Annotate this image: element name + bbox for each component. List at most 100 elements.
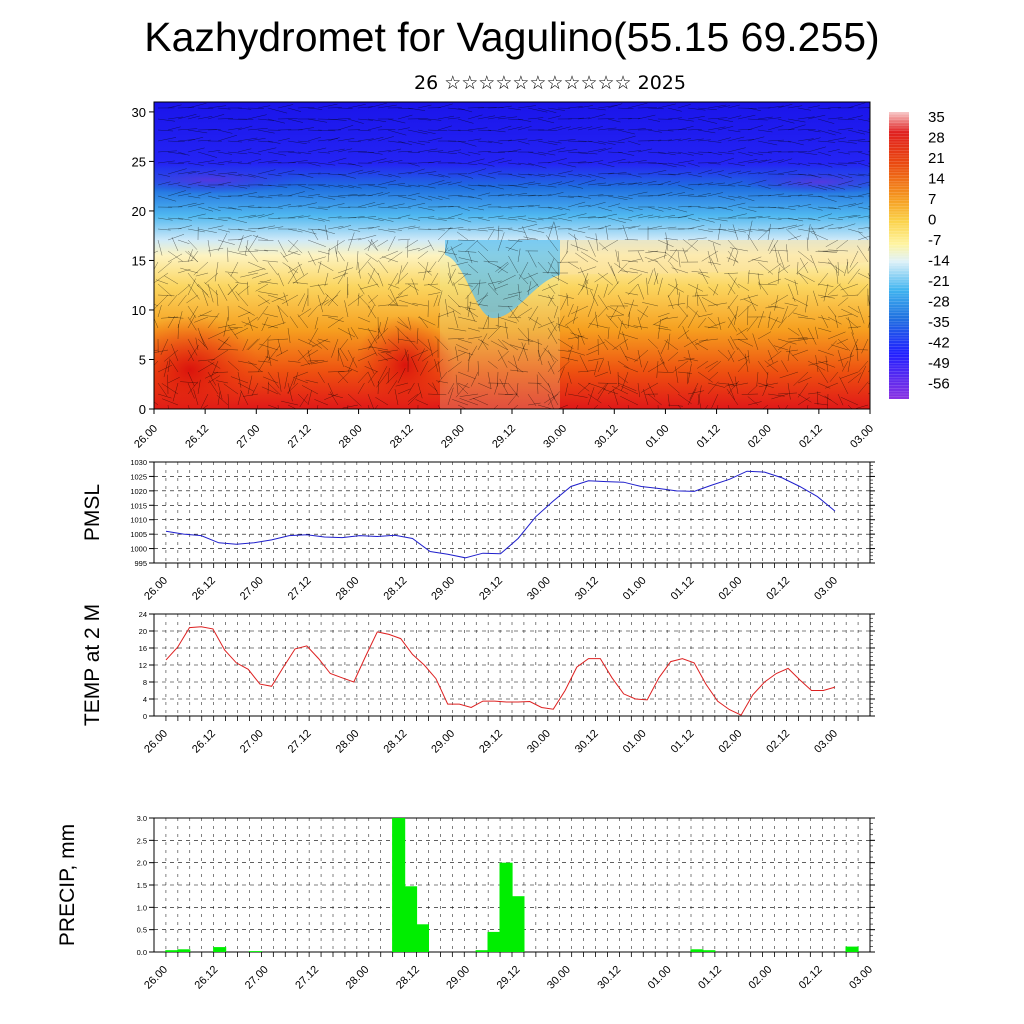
wind-barb <box>557 361 570 373</box>
wind-barb <box>177 284 191 296</box>
wind-barb <box>447 243 463 252</box>
colorbar-label: -14 <box>928 253 950 270</box>
wind-barb <box>577 279 589 296</box>
wind-barb <box>543 347 559 362</box>
wind-barb <box>387 367 390 384</box>
wind-barb <box>687 151 704 155</box>
wind-barb <box>727 338 734 350</box>
wind-barb <box>357 129 371 132</box>
wind-barb <box>767 349 774 364</box>
wind-barb <box>751 259 769 263</box>
wind-barb <box>622 224 629 241</box>
wind-barb <box>828 249 849 252</box>
wind-barb <box>570 332 589 340</box>
wind-barb <box>427 150 444 153</box>
wind-barb <box>547 158 567 164</box>
temp-y-tick-label: 12 <box>139 661 147 670</box>
wind-barb <box>712 242 719 263</box>
wind-barb <box>357 261 361 279</box>
wind-barb <box>597 224 612 230</box>
wind-barb <box>227 305 229 321</box>
wind-barb <box>457 195 475 198</box>
wind-barb <box>167 168 187 175</box>
wind-barb <box>157 150 177 153</box>
wind-barb <box>825 382 839 389</box>
wind-barb <box>187 202 205 208</box>
wind-barb <box>505 246 519 252</box>
wind-barb <box>527 316 542 326</box>
wind-barb <box>727 294 739 310</box>
wind-barb <box>657 139 672 142</box>
wind-barb <box>367 136 384 142</box>
wind-barb <box>707 321 726 329</box>
wind-barb <box>167 104 182 109</box>
cross-section-x-tick-label: 28.00 <box>337 423 365 451</box>
wind-barb <box>457 283 473 287</box>
wind-barb <box>305 379 319 384</box>
wind-barb <box>507 162 521 165</box>
wind-barb <box>597 140 616 145</box>
wind-barb <box>187 195 201 199</box>
wind-barb <box>307 217 325 222</box>
wind-barb <box>287 382 293 402</box>
wind-barb <box>357 352 377 362</box>
wind-barb <box>527 182 541 186</box>
wind-barb <box>317 103 338 109</box>
wind-barb <box>667 393 670 407</box>
wind-barb <box>537 261 549 274</box>
wind-barb <box>807 327 817 345</box>
wind-barb <box>647 250 666 253</box>
wind-barb <box>401 261 409 273</box>
wind-barb <box>187 239 198 250</box>
cross-section-y-tick-label: 10 <box>132 303 146 318</box>
wind-barb <box>197 359 215 362</box>
wind-barb <box>557 126 571 131</box>
wind-barb <box>447 129 461 132</box>
wind-barb <box>316 339 329 351</box>
wind-barb <box>757 311 765 329</box>
wind-barb <box>230 261 239 277</box>
wind-barb <box>757 227 771 241</box>
wind-barb <box>207 225 224 230</box>
wind-barb <box>857 215 870 219</box>
wind-barb <box>597 306 608 318</box>
wind-barb <box>287 263 303 274</box>
wind-barb <box>262 376 279 384</box>
wind-barb <box>223 383 239 395</box>
wind-barb <box>777 404 781 409</box>
wind-barb <box>792 349 809 356</box>
wind-barb <box>686 294 689 309</box>
precip-bar <box>415 924 429 952</box>
wind-barb <box>436 380 449 384</box>
wind-barb <box>367 102 387 109</box>
wind-barb <box>497 139 512 142</box>
temp-x-tick-label: 27.12 <box>286 728 314 756</box>
pmsl-x-tick-label: 28.00 <box>334 575 362 603</box>
wind-barb <box>357 234 377 241</box>
wind-barb <box>477 173 496 179</box>
wind-barb <box>725 382 739 387</box>
temp-x-tick-label: 26.00 <box>142 728 170 756</box>
wind-barb <box>687 390 705 395</box>
wind-barb <box>617 117 632 120</box>
wind-barb <box>427 137 443 142</box>
wind-barb <box>727 213 747 219</box>
wind-barb <box>567 161 587 164</box>
wind-barb <box>570 244 589 252</box>
wind-barb <box>744 353 749 373</box>
wind-barb <box>797 107 811 111</box>
wind-barb <box>237 360 257 365</box>
cross-section-y-tick-label: 25 <box>132 154 146 169</box>
wind-barb <box>617 316 627 329</box>
wind-barb <box>297 338 315 347</box>
wind-barb <box>317 195 336 200</box>
wind-barb <box>357 327 377 332</box>
wind-barb <box>327 316 344 322</box>
wind-barb <box>476 294 489 303</box>
wind-barb <box>189 305 199 320</box>
wind-barb <box>307 118 328 123</box>
wind-barb <box>857 381 869 395</box>
wind-barb <box>727 170 741 175</box>
wind-barb <box>488 284 499 296</box>
wind-barb <box>564 316 579 326</box>
